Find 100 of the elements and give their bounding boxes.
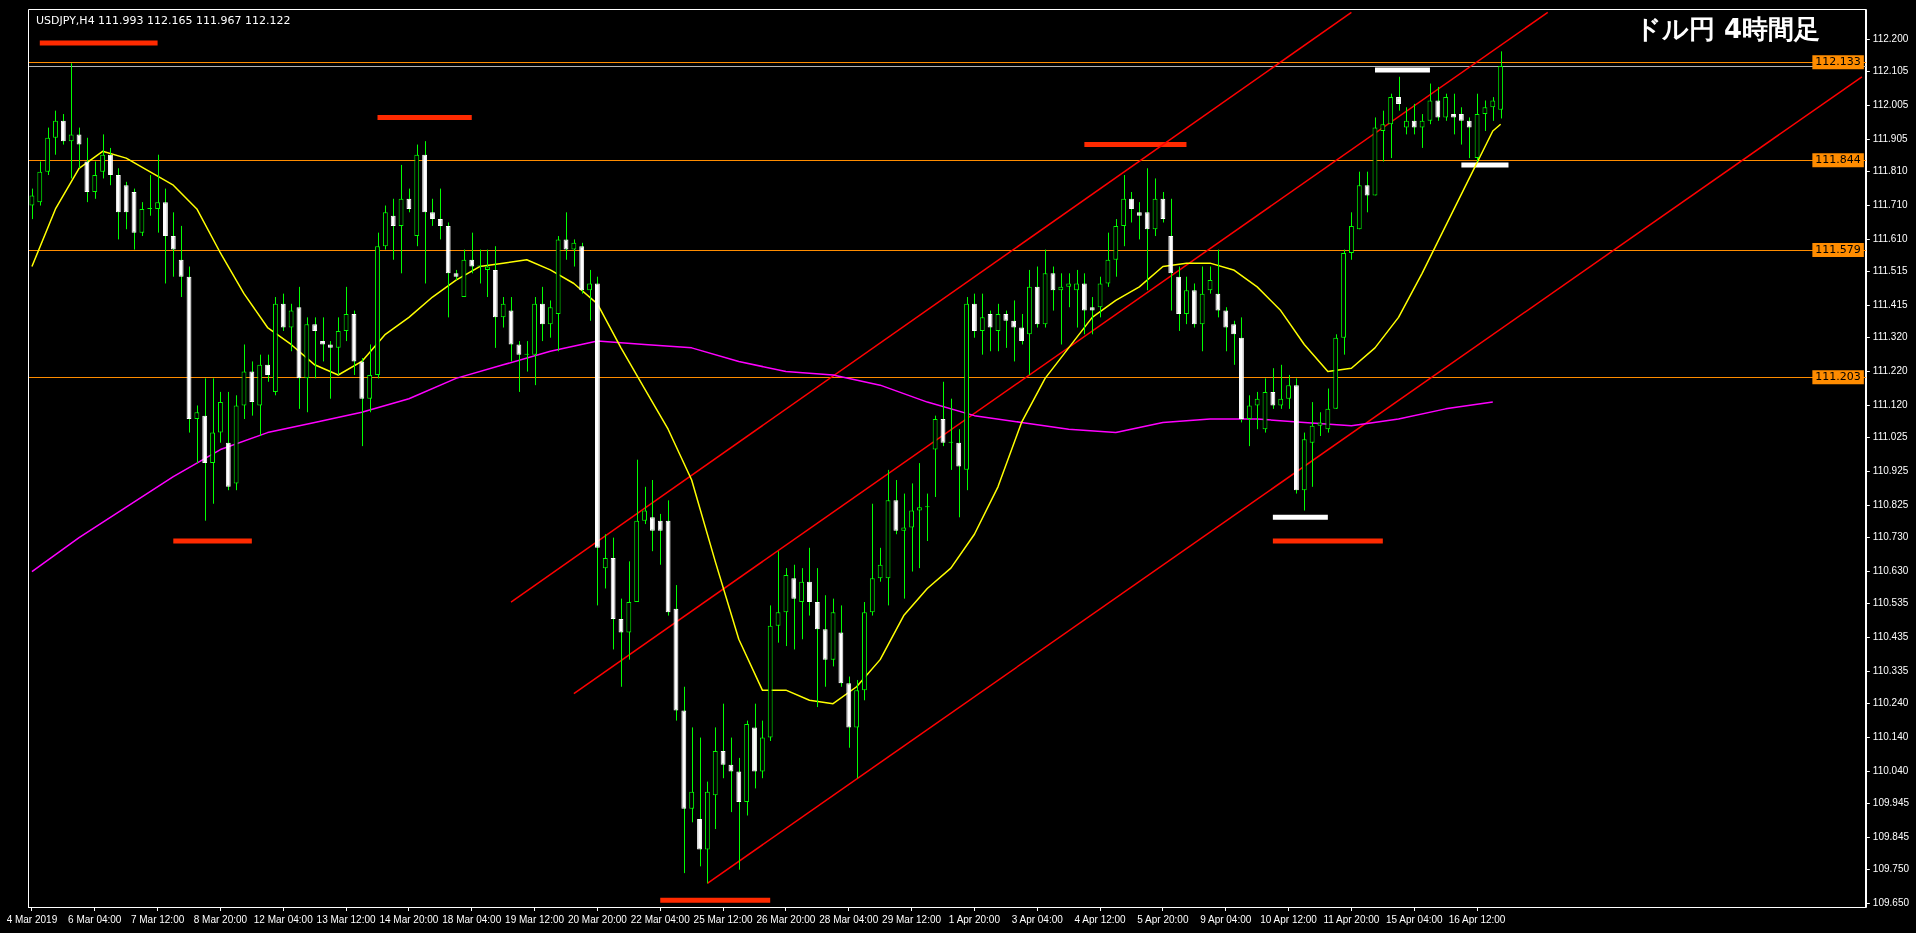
candlestick [877, 547, 883, 583]
x-tick-label: 8 Mar 20:00 [193, 913, 248, 925]
text: USDJPY,H4 111.993 112.165 111.967 112.122 [36, 14, 291, 27]
candlestick [1003, 310, 1009, 349]
x-tick-label: 7 Mar 12:00 [130, 913, 185, 925]
candlestick [1380, 110, 1386, 162]
candlestick [108, 147, 113, 186]
y-tick-label: 111.320 [1872, 331, 1908, 343]
candlestick [335, 316, 341, 376]
candlestick [979, 293, 985, 356]
candlestick [901, 493, 907, 600]
y-tick-label: 110.335 [1872, 665, 1909, 677]
candlestick [1419, 113, 1425, 149]
y-tick-label: 111.905 [1872, 133, 1908, 145]
candlestick [1246, 394, 1252, 447]
candlestick [1466, 116, 1472, 159]
x-tick-label: 13 Mar 12:00 [316, 913, 376, 925]
x-tick-label: 25 Mar 12:00 [693, 913, 753, 925]
x-tick-label: 4 Mar 2019 [6, 913, 58, 925]
candlestick [1482, 99, 1488, 132]
candlestick [956, 428, 962, 518]
candlestick [1215, 249, 1221, 318]
x-tick-label: 15 Apr 04:00 [1385, 913, 1444, 925]
candlestick [587, 269, 592, 322]
candlestick [469, 232, 475, 274]
candlestick [1074, 269, 1079, 329]
candlestick [657, 513, 663, 566]
x-tick-label: 19 Mar 12:00 [505, 913, 565, 925]
x-tick-label: 29 Mar 12:00 [882, 913, 942, 925]
y-tick-label: 110.140 [1872, 731, 1909, 743]
candlestick [1231, 320, 1237, 366]
candlestick [649, 479, 655, 552]
candlestick [1435, 86, 1441, 122]
candlestick [367, 343, 373, 413]
candlestick [1223, 306, 1229, 352]
candlestick [917, 462, 922, 569]
y-tick-label: 110.630 [1872, 565, 1909, 577]
x-tick-label: 16 Apr 12:00 [1448, 913, 1506, 925]
y-tick-label: 111.415 [1872, 299, 1908, 311]
x-tick-label: 1 Apr 20:00 [948, 913, 1001, 925]
candlestick [437, 188, 443, 240]
candlestick [29, 188, 35, 220]
candlestick [1490, 96, 1496, 122]
ref-line-label: 112.133 [1815, 55, 1861, 69]
candlestick [327, 340, 333, 400]
y-tick-label: 110.535 [1872, 597, 1909, 609]
candlestick [1160, 191, 1166, 223]
ref-line-label: 111.844 [1815, 152, 1861, 166]
candlestick [1019, 313, 1024, 345]
candlestick [92, 160, 98, 200]
candlestick [312, 316, 318, 379]
candlestick [571, 238, 577, 268]
candlestick [720, 703, 726, 779]
candlestick [1066, 272, 1072, 308]
candlestick [1129, 191, 1134, 223]
y-tick-label: 112.005 [1872, 99, 1909, 111]
x-tick-label: 5 Apr 20:00 [1137, 913, 1189, 925]
y-tick-label: 111.220 [1872, 365, 1908, 377]
y-tick-label: 110.730 [1872, 531, 1909, 543]
x-tick-label: 20 Mar 20:00 [567, 913, 628, 925]
ref-line-label: 111.203 [1815, 370, 1861, 384]
x-tick-label: 14 Mar 20:00 [379, 913, 439, 925]
y-tick-label: 111.710 [1872, 199, 1908, 211]
candlestick [155, 154, 161, 234]
candlestick [791, 564, 797, 650]
candlestick [1270, 367, 1276, 410]
y-tick-label: 111.025 [1872, 431, 1908, 443]
candlestick [602, 533, 608, 589]
candlestick [1144, 167, 1150, 291]
candlestick [430, 198, 435, 227]
candlestick [987, 310, 993, 352]
y-tick-label: 111.610 [1872, 233, 1908, 245]
x-tick-label: 11 Apr 20:00 [1323, 913, 1380, 925]
candlestick [100, 133, 106, 179]
y-tick-label: 111.120 [1872, 399, 1908, 411]
candlestick [178, 225, 184, 298]
candlestick [1286, 374, 1292, 410]
candlestick [1184, 276, 1189, 325]
y-tick-label: 111.515 [1872, 265, 1908, 277]
candlestick [547, 299, 553, 339]
candlestick [280, 293, 286, 332]
candlestick [1443, 93, 1449, 122]
x-tick-label: 12 Mar 04:00 [253, 913, 314, 925]
candlestick [139, 201, 145, 237]
candlestick [689, 726, 695, 823]
candlestick [343, 286, 349, 342]
candlestick [642, 486, 647, 525]
y-tick-label: 111.810 [1872, 165, 1908, 177]
candlestick [265, 354, 270, 383]
candlestick [194, 404, 200, 464]
ref-line-label: 111.579 [1815, 242, 1861, 256]
candlestick [53, 110, 58, 156]
candlestick [540, 286, 545, 342]
candlestick [1011, 299, 1017, 362]
y-tick-label: 110.040 [1872, 765, 1909, 777]
candlestick [170, 211, 176, 278]
y-tick-label: 109.750 [1872, 863, 1910, 875]
candlestick [1317, 411, 1323, 437]
x-tick-label: 28 Mar 04:00 [819, 913, 879, 925]
candlestick [1364, 171, 1370, 213]
